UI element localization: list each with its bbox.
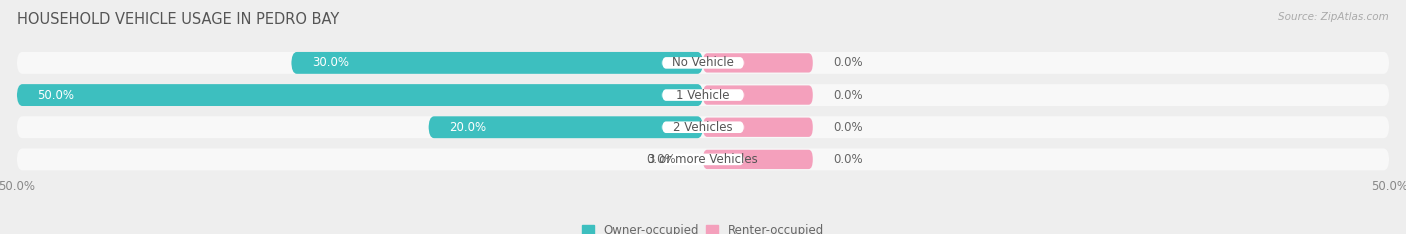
- FancyBboxPatch shape: [429, 116, 703, 138]
- FancyBboxPatch shape: [662, 154, 744, 165]
- Text: 2 Vehicles: 2 Vehicles: [673, 121, 733, 134]
- Text: 0.0%: 0.0%: [834, 88, 863, 102]
- FancyBboxPatch shape: [703, 53, 813, 73]
- FancyBboxPatch shape: [17, 52, 1389, 74]
- FancyBboxPatch shape: [703, 150, 813, 169]
- Legend: Owner-occupied, Renter-occupied: Owner-occupied, Renter-occupied: [582, 223, 824, 234]
- FancyBboxPatch shape: [662, 57, 744, 69]
- Text: 0.0%: 0.0%: [645, 153, 675, 166]
- FancyBboxPatch shape: [703, 85, 813, 105]
- FancyBboxPatch shape: [17, 148, 1389, 170]
- FancyBboxPatch shape: [662, 121, 744, 133]
- Text: 1 Vehicle: 1 Vehicle: [676, 88, 730, 102]
- Text: No Vehicle: No Vehicle: [672, 56, 734, 69]
- Text: Source: ZipAtlas.com: Source: ZipAtlas.com: [1278, 12, 1389, 22]
- Text: 50.0%: 50.0%: [38, 88, 75, 102]
- Text: 30.0%: 30.0%: [312, 56, 349, 69]
- FancyBboxPatch shape: [17, 116, 1389, 138]
- Text: 3 or more Vehicles: 3 or more Vehicles: [648, 153, 758, 166]
- Text: 20.0%: 20.0%: [449, 121, 486, 134]
- FancyBboxPatch shape: [17, 84, 703, 106]
- Text: HOUSEHOLD VEHICLE USAGE IN PEDRO BAY: HOUSEHOLD VEHICLE USAGE IN PEDRO BAY: [17, 12, 339, 27]
- FancyBboxPatch shape: [662, 89, 744, 101]
- FancyBboxPatch shape: [17, 84, 1389, 106]
- FancyBboxPatch shape: [703, 117, 813, 137]
- Text: 0.0%: 0.0%: [834, 121, 863, 134]
- FancyBboxPatch shape: [291, 52, 703, 74]
- Text: 0.0%: 0.0%: [834, 56, 863, 69]
- Text: 0.0%: 0.0%: [834, 153, 863, 166]
